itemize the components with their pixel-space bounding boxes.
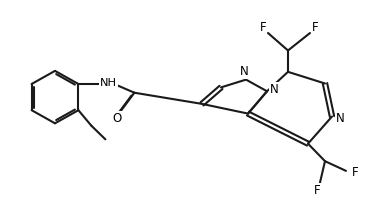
Text: F: F bbox=[314, 184, 320, 197]
Text: N: N bbox=[270, 83, 278, 96]
Text: O: O bbox=[113, 112, 122, 125]
Text: F: F bbox=[312, 21, 318, 34]
Text: F: F bbox=[260, 21, 266, 34]
Text: N: N bbox=[240, 65, 248, 78]
Text: F: F bbox=[352, 166, 358, 179]
Text: NH: NH bbox=[100, 78, 117, 88]
Text: N: N bbox=[335, 112, 344, 125]
